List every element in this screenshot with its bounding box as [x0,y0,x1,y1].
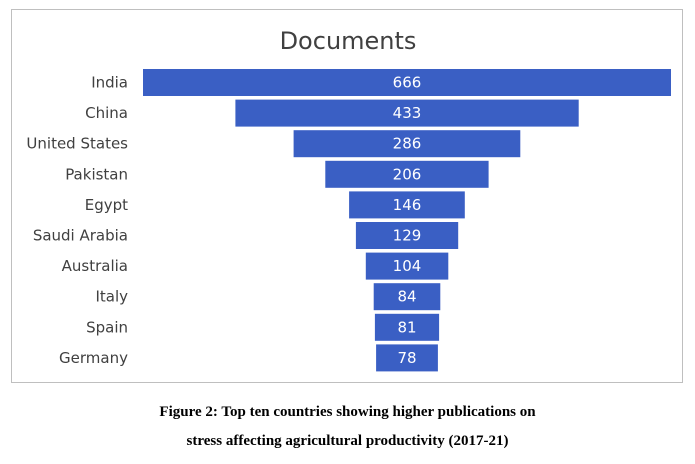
category-label: Italy [95,288,128,306]
data-label: 104 [393,257,422,275]
bar-saudi-arabia [355,222,459,249]
bar-china [235,99,579,127]
data-label: 129 [393,227,422,245]
bar-egypt [349,191,465,219]
data-label: 206 [393,165,422,183]
bar-spain [374,313,440,341]
bar-pakistan [325,160,489,188]
funnel-chart: Documents India 666 China 433 United States 2… [26,27,671,372]
bars-layer: India 666 China 433 United States 286 Pakistan… [26,69,671,372]
chart-frame: Documents India 666 China 433 United States 2… [11,9,683,383]
data-label: 84 [397,288,416,306]
category-label: Germany [59,349,128,367]
category-label: Egypt [85,196,128,214]
category-label: United States [26,135,128,153]
data-label: 433 [393,104,422,122]
data-label: 81 [397,318,416,336]
data-label: 286 [393,135,422,153]
data-label: 666 [393,74,422,92]
bar-united-states [293,130,521,158]
category-label: Australia [62,257,128,275]
bar-australia [365,252,449,280]
figure-caption-line-1: Figure 2: Top ten countries showing high… [159,404,536,420]
figure-caption-line-2: stress affecting agricultural productivi… [186,433,509,449]
category-label: Saudi Arabia [33,227,128,245]
bar-germany [376,344,438,372]
bar-india [143,69,671,96]
category-label: Pakistan [65,165,128,183]
chart-title: Documents [280,27,417,55]
data-label: 146 [393,196,422,214]
category-label: China [85,104,128,122]
data-label: 78 [397,349,416,367]
category-label: India [91,74,128,92]
category-label: Spain [86,318,128,336]
bar-italy [373,283,441,311]
